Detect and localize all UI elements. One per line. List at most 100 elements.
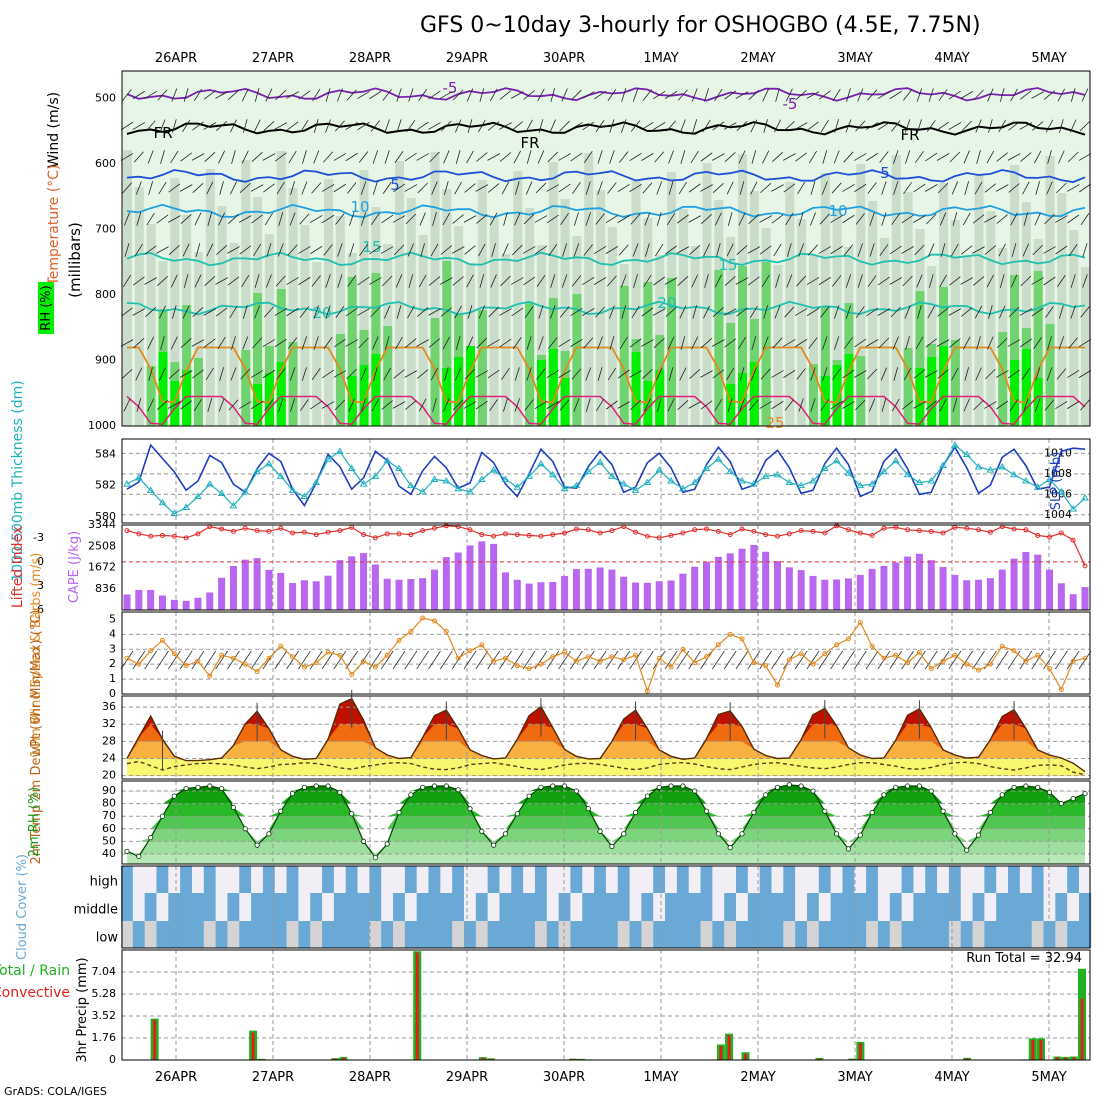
wind-barb [550, 274, 556, 288]
cloud-cell [688, 893, 701, 921]
wind-barb [726, 181, 734, 195]
wind-barb [881, 181, 887, 195]
wind-barb [452, 214, 464, 224]
cloud-cell [369, 866, 382, 893]
li-point [124, 528, 130, 534]
cloud-level-label: low [96, 931, 119, 946]
wind-point [420, 615, 426, 621]
thickness-point [513, 483, 522, 490]
wind-barb [345, 152, 358, 162]
thickness-point [785, 478, 794, 486]
wind-barb [1055, 400, 1068, 410]
wind-barb [641, 153, 654, 161]
rh-point [1011, 784, 1017, 790]
cloud-cell [688, 866, 701, 893]
wind-barb [925, 152, 938, 162]
cloud-cell [830, 866, 843, 893]
cape-bar [182, 600, 190, 610]
wind-barb [1043, 246, 1056, 254]
wind-barb [382, 89, 392, 101]
wind-barb [644, 212, 651, 226]
li-point [171, 533, 177, 539]
wind-barb [510, 650, 524, 670]
thickness-point [123, 480, 131, 487]
rh-shade [182, 305, 192, 426]
wind-barb [785, 212, 794, 226]
thickness-point [619, 480, 628, 487]
wind-barb [581, 650, 595, 670]
cloud-cell [393, 866, 406, 893]
wind-barb [595, 120, 605, 132]
wind-barb [1035, 181, 1040, 195]
cape-bar [431, 569, 439, 610]
rh-shade [572, 294, 582, 426]
rh-shade [915, 368, 925, 426]
wind-barb [501, 368, 510, 380]
rh-shade [785, 182, 795, 426]
wind-barb [723, 308, 737, 316]
cape-bar [1046, 569, 1054, 610]
cloud-cell [463, 921, 477, 948]
wind-barb [452, 89, 464, 101]
wind-barb [702, 119, 711, 133]
wind-barb [621, 119, 627, 133]
wind-barb [818, 246, 832, 254]
rh-shade [454, 357, 464, 426]
wind-barb [286, 650, 299, 670]
rh-point [621, 831, 627, 837]
wind-barb [1066, 401, 1080, 409]
wind-barb [609, 150, 615, 164]
cloud-cell [452, 866, 465, 893]
wind-barb [405, 400, 417, 410]
rh-shade [974, 174, 984, 426]
cloud-cell [534, 893, 548, 921]
wind-barb [904, 119, 911, 133]
wind-barb [1056, 368, 1067, 380]
li-point [325, 529, 331, 535]
wind-barb [548, 337, 558, 349]
rh-point [751, 809, 757, 816]
li-point [976, 527, 982, 533]
wind-barb [250, 184, 264, 192]
cloud-cell [381, 893, 394, 921]
li-point [834, 523, 840, 529]
wind-barb [629, 152, 642, 162]
wind-barb [230, 367, 237, 381]
date-label-top: 1MAY [643, 51, 678, 66]
cloud-cell [428, 866, 441, 893]
wind-barb [133, 338, 145, 348]
cloud-cell [913, 921, 926, 948]
wind-barb [345, 339, 358, 347]
cape-bar [312, 581, 320, 610]
wind-barb [180, 338, 192, 348]
wind-barb [1059, 119, 1064, 133]
wind-barb [774, 305, 781, 319]
wind-barb [179, 650, 193, 670]
li-point [774, 533, 780, 539]
cape-bar [951, 574, 959, 610]
wind-barb [808, 337, 818, 349]
wind-barb [937, 121, 950, 131]
wind-barb [629, 338, 642, 348]
thickness-point [868, 480, 876, 487]
wind-barb [132, 276, 145, 286]
wind-barb [369, 245, 382, 255]
rh-shade [903, 348, 913, 426]
rh-point [656, 784, 662, 790]
wind-barb [821, 181, 828, 195]
wind-barb [880, 367, 888, 381]
rh-point [136, 853, 142, 860]
wind-barb [700, 650, 713, 670]
cloud-cell [594, 921, 607, 948]
cape-bar [998, 569, 1006, 610]
wind-tick: 0 [109, 687, 116, 700]
rh-shade [915, 291, 925, 426]
cloud-cell [948, 866, 962, 893]
cape-bar [490, 543, 498, 610]
rh-tick: 40 [102, 847, 116, 860]
cape-bar [1010, 558, 1018, 610]
wind-barb [688, 401, 702, 409]
cloud-cell [948, 921, 962, 948]
wind-barb [238, 650, 252, 670]
